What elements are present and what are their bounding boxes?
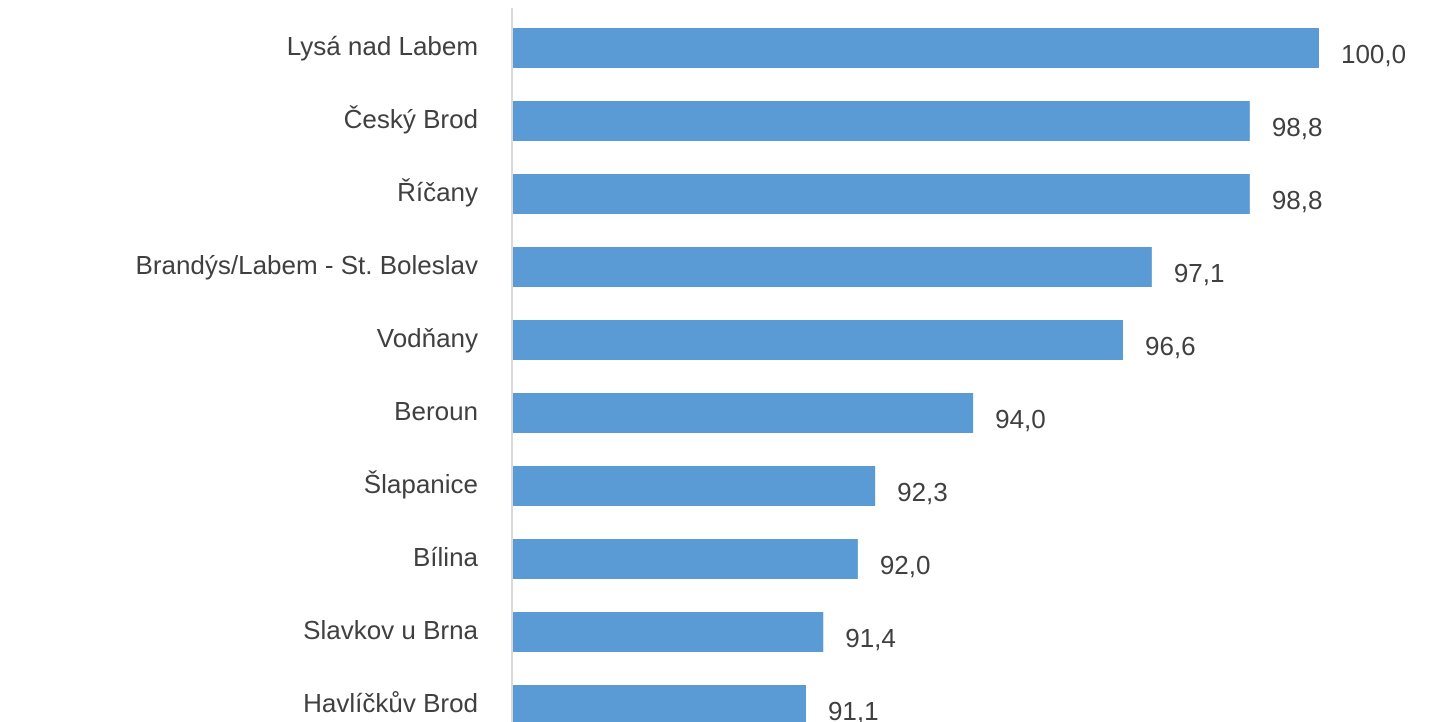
bar	[512, 612, 824, 652]
value-label: 96,6	[1145, 331, 1196, 361]
value-label: 94,0	[995, 404, 1046, 434]
bar	[512, 101, 1250, 141]
category-label: Šlapanice	[364, 469, 478, 499]
category-label: Vodňany	[377, 323, 478, 353]
bar	[512, 539, 858, 579]
category-label: Havlíčkův Brod	[303, 688, 478, 718]
bar	[512, 247, 1152, 287]
value-label: 98,8	[1272, 185, 1323, 215]
category-label: Český Brod	[344, 104, 478, 134]
category-label: Brandýs/Labem - St. Boleslav	[136, 250, 479, 280]
bar	[512, 685, 806, 722]
value-label: 91,1	[828, 696, 879, 722]
bar	[512, 466, 876, 506]
category-label: Slavkov u Brna	[303, 615, 478, 645]
value-label: 100,0	[1341, 39, 1406, 69]
category-label: Říčany	[397, 177, 478, 207]
category-label: Bílina	[413, 542, 479, 572]
value-label: 97,1	[1174, 258, 1225, 288]
bar	[512, 28, 1319, 68]
bar	[512, 174, 1250, 214]
value-label: 92,0	[880, 550, 931, 580]
value-label: 91,4	[845, 623, 896, 653]
bar	[512, 320, 1124, 360]
category-label: Lysá nad Labem	[287, 31, 478, 61]
value-label: 98,8	[1272, 112, 1323, 142]
value-label: 92,3	[897, 477, 948, 507]
category-label: Beroun	[394, 396, 478, 426]
bar	[512, 393, 974, 433]
